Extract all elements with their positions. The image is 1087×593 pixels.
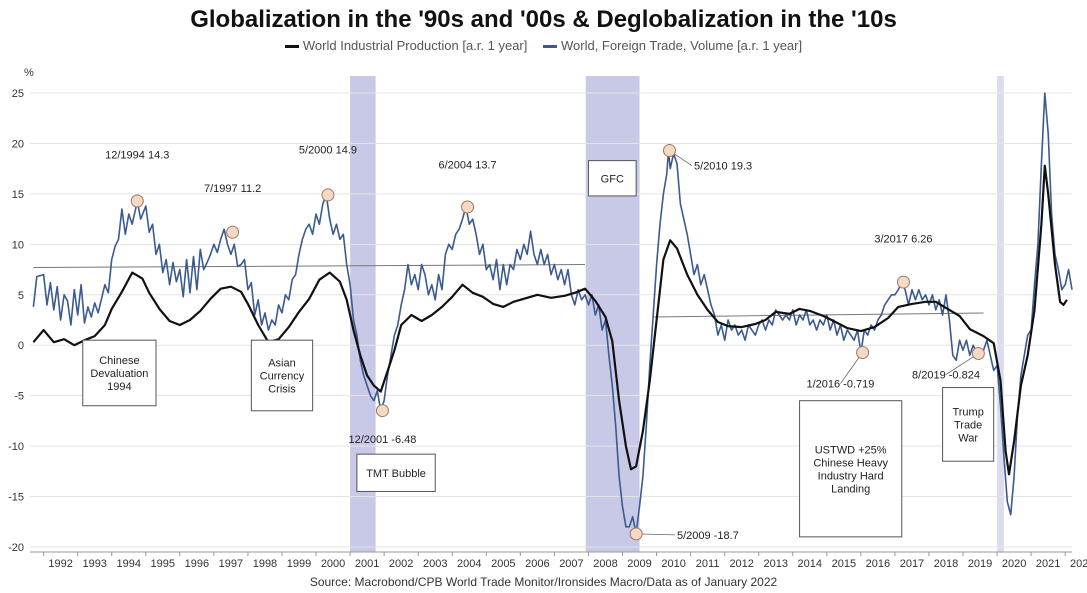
y-tick-label: 20 [12, 138, 24, 150]
x-tick-label: 2009 [627, 558, 651, 570]
x-tick-label: 2019 [968, 558, 992, 570]
annotation-text: Trump [952, 406, 983, 418]
x-tick-label: 2014 [798, 558, 822, 570]
x-tick-label: 2007 [559, 558, 583, 570]
x-tick-label: 2000 [321, 558, 345, 570]
x-tick-label: 2006 [525, 558, 549, 570]
annotation-box-3 [587, 160, 637, 197]
chart-legend: World Industrial Production [a.r. 1 year… [0, 38, 1087, 53]
y-tick-label: 25 [12, 88, 24, 100]
annotation-box-1 [250, 339, 314, 412]
annotation-text: 1994 [107, 381, 131, 393]
marker-point-2 [321, 188, 335, 202]
annotation-text: GFC [601, 173, 624, 185]
y-tick-label: 10 [12, 239, 24, 251]
x-tick-label: 2021 [1036, 558, 1060, 570]
y-tick-label: -15 [8, 492, 24, 504]
y-axis-unit-label: % [24, 67, 34, 79]
x-tick-label: 1994 [117, 558, 141, 570]
y-tick-label: 0 [18, 340, 24, 352]
x-tick-label: 2012 [729, 558, 753, 570]
legend-swatch-foreign-trade [543, 45, 557, 49]
marker-point-7 [856, 345, 870, 359]
annotation-text: Trade [954, 419, 982, 431]
x-tick-label: 2005 [491, 558, 515, 570]
x-tick-label: 2022 [1070, 558, 1087, 570]
annotation-text: War [958, 432, 978, 444]
marker-point-5 [629, 527, 643, 541]
marker-point-9 [971, 347, 985, 361]
marker-label-4: 6/2004 13.7 [439, 160, 497, 172]
x-tick-label: 2017 [900, 558, 924, 570]
trend-line-0 [33, 264, 586, 269]
marker-label-5: 5/2009 -18.7 [677, 530, 739, 542]
annotation-box-5 [942, 387, 995, 462]
marker-point-8 [896, 275, 910, 289]
legend-item-foreign-trade: World, Foreign Trade, Volume [a.r. 1 yea… [543, 38, 802, 53]
x-tick-label: 1995 [151, 558, 175, 570]
annotation-text: Devaluation [90, 368, 148, 380]
annotation-text: Landing [831, 483, 870, 495]
annotation-text: Crisis [268, 383, 296, 395]
x-tick-label: 2016 [866, 558, 890, 570]
y-tick-label: -5 [14, 391, 24, 403]
legend-label-foreign-trade: World, Foreign Trade, Volume [a.r. 1 yea… [561, 38, 803, 53]
marker-point-6 [663, 144, 677, 158]
marker-point-0 [130, 194, 144, 208]
x-tick-label: 2020 [1002, 558, 1026, 570]
x-tick-label: 2008 [593, 558, 617, 570]
x-tick-label: 1999 [287, 558, 311, 570]
marker-label-1: 7/1997 11.2 [204, 183, 261, 195]
y-tick-label: 5 [18, 290, 24, 302]
shaded-period-2 [997, 76, 1004, 552]
marker-label-0: 12/1994 14.3 [105, 150, 169, 162]
x-tick-label: 1997 [219, 558, 243, 570]
marker-label-9: 8/2019 -0.824 [912, 370, 980, 382]
annotation-text: USTWD +25% [815, 444, 887, 456]
chart-source: Source: Macrobond/CPB World Trade Monito… [309, 575, 778, 589]
y-tick-label: -10 [8, 441, 24, 453]
annotation-text: TMT Bubble [366, 468, 426, 480]
y-tick-label: 15 [12, 189, 24, 201]
annotation-box-4 [799, 400, 903, 538]
x-tick-label: 1996 [185, 558, 209, 570]
marker-label-3: 12/2001 -6.48 [348, 434, 416, 446]
marker-point-1 [226, 225, 240, 239]
annotation-text: Chinese [99, 355, 139, 367]
x-tick-label: 2011 [696, 558, 720, 570]
x-tick-label: 1992 [48, 558, 72, 570]
marker-point-3 [375, 404, 389, 418]
x-tick-label: 2001 [355, 558, 379, 570]
annotation-box-2 [356, 453, 436, 492]
x-tick-label: 2002 [389, 558, 413, 570]
x-tick-label: 2018 [934, 558, 958, 570]
x-tick-label: 1993 [82, 558, 106, 570]
x-tick-label: 2010 [661, 558, 685, 570]
marker-label-7: 1/2016 -0.719 [806, 379, 874, 391]
x-tick-label: 2004 [457, 558, 481, 570]
annotation-text: Industry Hard [818, 470, 884, 482]
chart-title: Globalization in the '90s and '00s & Deg… [190, 6, 897, 33]
y-tick-label: -20 [8, 542, 24, 554]
x-tick-label: 2015 [832, 558, 856, 570]
marker-label-8: 3/2017 6.26 [874, 233, 932, 245]
marker-label-6: 5/2010 19.3 [694, 161, 752, 173]
x-tick-label: 1998 [253, 558, 277, 570]
x-tick-label: 2003 [423, 558, 447, 570]
series-line-industrial-production [32, 164, 1068, 476]
annotation-text: Asian [268, 357, 296, 369]
marker-point-4 [461, 200, 475, 214]
marker-label-2: 5/2000 14.9 [299, 145, 357, 157]
legend-swatch-industrial-production [284, 45, 299, 49]
legend-label-industrial-production: World Industrial Production [a.r. 1 year… [302, 38, 528, 53]
shaded-period-1 [585, 76, 640, 552]
annotation-box-0 [82, 339, 157, 407]
x-tick-label: 2013 [764, 558, 788, 570]
annotation-text: Currency [260, 370, 305, 382]
legend-item-industrial-production: World Industrial Production [a.r. 1 year… [284, 38, 528, 53]
annotation-text: Chinese Heavy [813, 457, 888, 469]
